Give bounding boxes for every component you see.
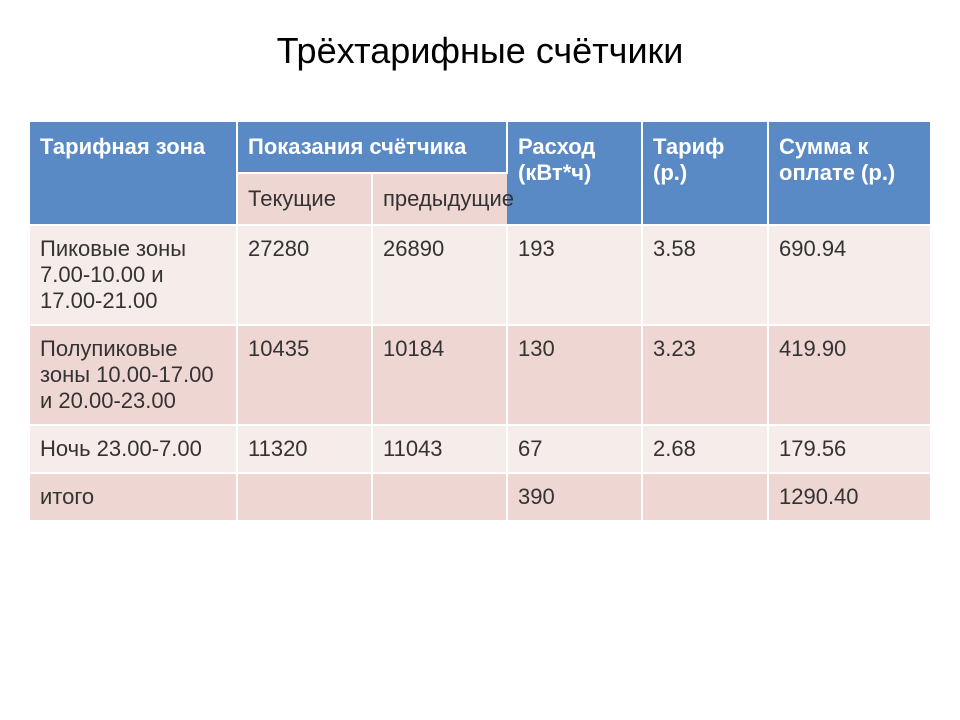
header-consumption: Расход (кВт*ч) [507,122,642,225]
table-row: Полупиковые зоны 10.00-17.00 и 20.00-23.… [30,325,930,425]
cell-previous: 26890 [372,225,507,325]
table-row-total: итого 390 1290.40 [30,473,930,521]
cell-consumption: 130 [507,325,642,425]
cell-zone: итого [30,473,237,521]
cell-zone: Пиковые зоны 7.00-10.00 и 17.00-21.00 [30,225,237,325]
header-tariff: Тариф (р.) [642,122,768,225]
cell-consumption: 390 [507,473,642,521]
page-title: Трёхтарифные счётчики [30,30,930,72]
cell-previous: 10184 [372,325,507,425]
cell-previous [372,473,507,521]
cell-sum: 179.56 [768,425,930,473]
header-sum: Сумма к оплате (р.) [768,122,930,225]
cell-tariff: 3.58 [642,225,768,325]
cell-tariff [642,473,768,521]
subheader-current: Текущие [237,173,372,225]
table-row: Ночь 23.00-7.00 11320 11043 67 2.68 179.… [30,425,930,473]
header-zone: Тарифная зона [30,122,237,225]
header-readings: Показания счётчика [237,122,507,173]
cell-sum: 690.94 [768,225,930,325]
cell-previous: 11043 [372,425,507,473]
subheader-previous: предыдущие [372,173,507,225]
cell-sum: 1290.40 [768,473,930,521]
cell-zone: Полупиковые зоны 10.00-17.00 и 20.00-23.… [30,325,237,425]
cell-current [237,473,372,521]
header-row-1: Тарифная зона Показания счётчика Расход … [30,122,930,173]
cell-sum: 419.90 [768,325,930,425]
cell-tariff: 3.23 [642,325,768,425]
cell-current: 11320 [237,425,372,473]
cell-current: 27280 [237,225,372,325]
table-row: Пиковые зоны 7.00-10.00 и 17.00-21.00 27… [30,225,930,325]
cell-consumption: 193 [507,225,642,325]
cell-tariff: 2.68 [642,425,768,473]
cell-consumption: 67 [507,425,642,473]
tariff-table: Тарифная зона Показания счётчика Расход … [30,122,930,522]
cell-current: 10435 [237,325,372,425]
cell-zone: Ночь 23.00-7.00 [30,425,237,473]
